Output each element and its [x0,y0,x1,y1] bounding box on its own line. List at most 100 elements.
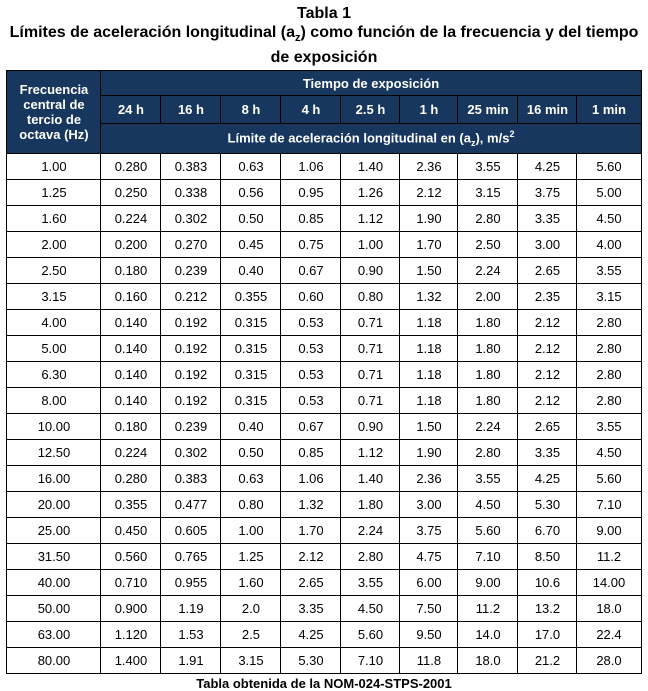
limit-cell: 2.24 [340,517,401,545]
limit-cell: 1.60 [220,569,282,597]
limit-cell: 0.75 [280,231,342,259]
limit-cell: 0.71 [340,387,401,415]
limit-part2: ), m/s [475,130,510,146]
limit-cell: 1.18 [399,361,459,389]
limit-cell: 0.80 [340,283,401,311]
column-header: 24 h [100,95,162,125]
limit-cell: 2.12 [517,335,578,363]
table-row: 6.30 0.140 0.192 0.315 0.53 0.71 1.18 1.80 2.12 2… [6,361,642,389]
limit-cell: 0.60 [280,283,342,311]
limit-cell: 0.450 [100,517,162,545]
acceleration-limits-table: Frecuencia central de tercio de octava (… [6,70,642,675]
limit-cell: 7.10 [340,647,401,675]
limit-cell: 3.75 [399,517,459,545]
limit-cell: 1.06 [280,465,342,493]
limit-cell: 1.50 [399,413,459,441]
table-row: 2.00 0.200 0.270 0.45 0.75 1.00 1.70 2.50 3.00 4.… [6,231,642,259]
table-row: 25.00 0.450 0.605 1.00 1.70 2.24 3.75 5.60 6.70 9… [6,517,642,545]
limit-cell: 5.60 [457,517,519,545]
limit-cell: 0.383 [160,465,222,493]
frequency-cell: 4.00 [6,309,102,337]
limit-cell: 5.30 [517,491,578,519]
limit-cell: 3.00 [517,231,578,259]
table-row: 40.00 0.710 0.955 1.60 2.65 3.55 6.00 9.00 10.6 1… [6,569,642,597]
table-row: 8.00 0.140 0.192 0.315 0.53 0.71 1.18 1.80 2.12 2… [6,387,642,415]
limit-cell: 0.140 [100,309,162,337]
limit-cell: 4.75 [399,543,459,571]
limit-cell: 1.25 [220,543,282,571]
limit-cell: 2.80 [457,205,519,233]
limit-cell: 3.35 [517,439,578,467]
frequency-header: Frecuencia central de tercio de octava (… [6,70,102,155]
limit-cell: 0.560 [100,543,162,571]
limit-cell: 5.60 [576,465,642,493]
limit-cell: 2.0 [220,595,282,623]
limit-cell: 1.18 [399,335,459,363]
limit-cell: 0.280 [100,465,162,493]
limit-cell: 3.55 [576,413,642,441]
limit-cell: 7.10 [457,543,519,571]
subtitle-part1: Límites de aceleración longitudinal (a [9,24,296,41]
limit-cell: 2.50 [457,231,519,259]
limit-cell: 2.24 [457,413,519,441]
limit-cell: 1.06 [280,153,342,181]
limit-cell: 5.00 [576,179,642,207]
column-header: 16 min [517,95,578,125]
limit-cell: 22.4 [576,621,642,649]
limit-cell: 0.192 [160,309,222,337]
table-row: 31.50 0.560 0.765 1.25 2.12 2.80 4.75 7.10 8.50 1… [6,543,642,571]
limit-cell: 0.224 [100,205,162,233]
limit-cell: 10.6 [517,569,578,597]
limit-cell: 1.80 [340,491,401,519]
limit-cell: 6.00 [399,569,459,597]
limit-cell: 0.67 [280,413,342,441]
limit-cell: 4.50 [457,491,519,519]
frequency-cell: 8.00 [6,387,102,415]
limit-cell: 1.40 [340,465,401,493]
limit-cell: 4.25 [517,465,578,493]
limit-cell: 2.65 [517,257,578,285]
limit-cell: 4.25 [517,153,578,181]
frequency-cell: 1.25 [6,179,102,207]
limit-cell: 3.55 [576,257,642,285]
limit-cell: 0.63 [220,153,282,181]
limit-cell: 1.80 [457,361,519,389]
limit-cell: 5.60 [340,621,401,649]
table-body: 1.00 0.280 0.383 0.63 1.06 1.40 2.36 3.55 4.25 5.… [6,153,642,675]
limit-cell: 0.140 [100,361,162,389]
table-row: 20.00 0.355 0.477 0.80 1.32 1.80 3.00 4.50 5.30 7… [6,491,642,519]
table-subtitle: Límites de aceleración longitudinal (az)… [0,23,648,67]
limit-cell: 2.24 [457,257,519,285]
limit-cell: 2.80 [457,439,519,467]
limit-cell: 3.35 [517,205,578,233]
frequency-cell: 1.00 [6,153,102,181]
frequency-cell: 20.00 [6,491,102,519]
limit-cell: 1.12 [340,205,401,233]
limit-cell: 2.36 [399,465,459,493]
limit-cell: 7.10 [576,491,642,519]
header-row-1: Frecuencia central de tercio de octava (… [6,70,642,155]
limit-cell: 0.192 [160,387,222,415]
table-row: 80.00 1.400 1.91 3.15 5.30 7.10 11.8 18.0 21.2 28… [6,647,642,675]
limit-cell: 3.15 [576,283,642,311]
limit-cell: 11.2 [457,595,519,623]
limit-cell: 9.00 [457,569,519,597]
limit-part1: Límite de aceleración longitudinal en (a [227,130,471,146]
limit-cell: 11.2 [576,543,642,571]
limit-cell: 0.200 [100,231,162,259]
limit-cell: 2.80 [576,335,642,363]
limit-cell: 1.00 [220,517,282,545]
limit-cell: 0.192 [160,361,222,389]
limit-cell: 2.12 [399,179,459,207]
limit-cell: 2.35 [517,283,578,311]
limit-cell: 2.12 [517,361,578,389]
limit-cell: 0.50 [220,439,282,467]
limit-header: Límite de aceleración longitudinal en (a… [100,123,642,155]
limit-cell: 3.55 [457,153,519,181]
limit-cell: 0.315 [220,387,282,415]
limit-cell: 1.32 [280,491,342,519]
table-row: 63.00 1.120 1.53 2.5 4.25 5.60 9.50 14.0 17.0 22.… [6,621,642,649]
limit-cell: 1.40 [340,153,401,181]
limit-cell: 3.55 [457,465,519,493]
limit-cell: 5.30 [280,647,342,675]
